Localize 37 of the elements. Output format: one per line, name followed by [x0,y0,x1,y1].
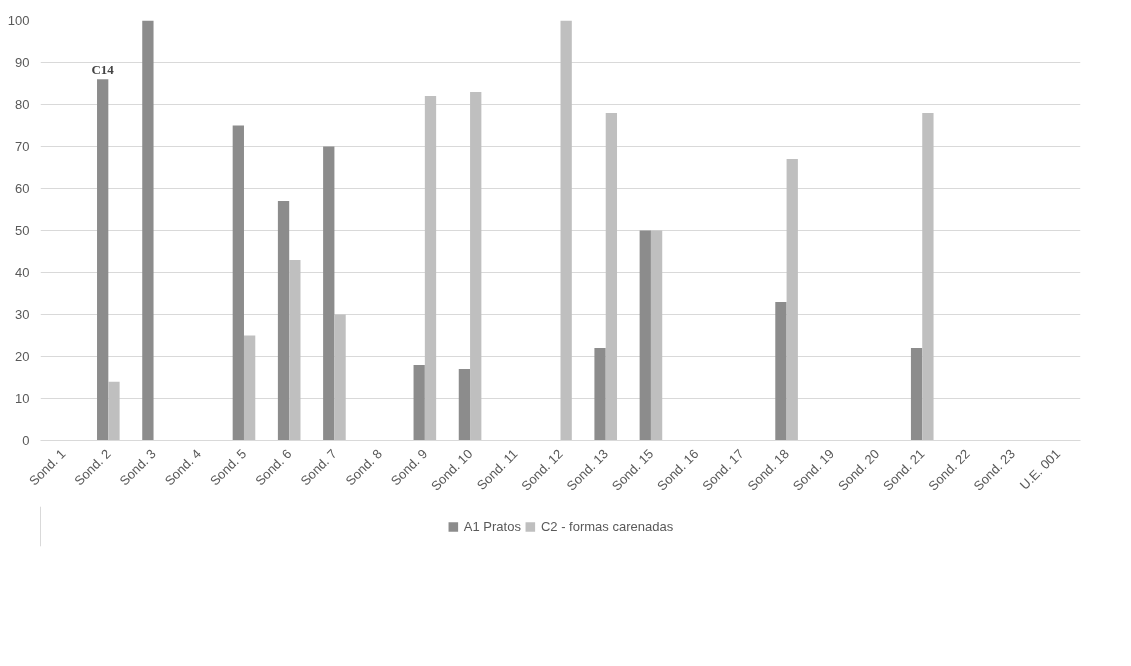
bar [470,91,482,441]
y-tick-label: 30 [15,307,30,322]
bar [277,201,290,441]
bar [232,125,244,441]
y-tick-label: 80 [15,97,30,112]
bar [334,314,346,441]
bar [922,112,934,441]
bar [289,259,301,441]
bar [458,369,471,441]
bar [594,348,606,441]
bar [650,230,663,441]
bar [605,112,618,441]
bar [910,348,923,441]
bar [775,301,787,441]
y-tick-label: 100 [7,13,30,28]
legend-label: A1 Pratos [463,518,521,534]
legend-label: C2 - formas carenadas [540,518,674,534]
x-tick-label: U.E. 001 [1016,446,1064,493]
bar [243,335,256,441]
y-tick-label: 60 [15,181,30,196]
y-tick-label: 0 [22,433,30,448]
y-tick-label: 20 [15,349,30,364]
y-tick-label: 10 [15,391,30,406]
bar [97,79,109,441]
bar [142,20,154,441]
bar [108,381,120,441]
y-tick-label: 70 [15,139,30,154]
bar [560,20,572,441]
bar [786,159,798,441]
y-tick-label: 40 [15,265,30,280]
bar [639,230,651,441]
y-tick-label: 90 [15,55,30,70]
bar [323,146,335,441]
bar [424,96,437,441]
bar [413,364,425,441]
y-tick-label: 50 [15,223,30,238]
annotation: C14 [91,62,115,78]
